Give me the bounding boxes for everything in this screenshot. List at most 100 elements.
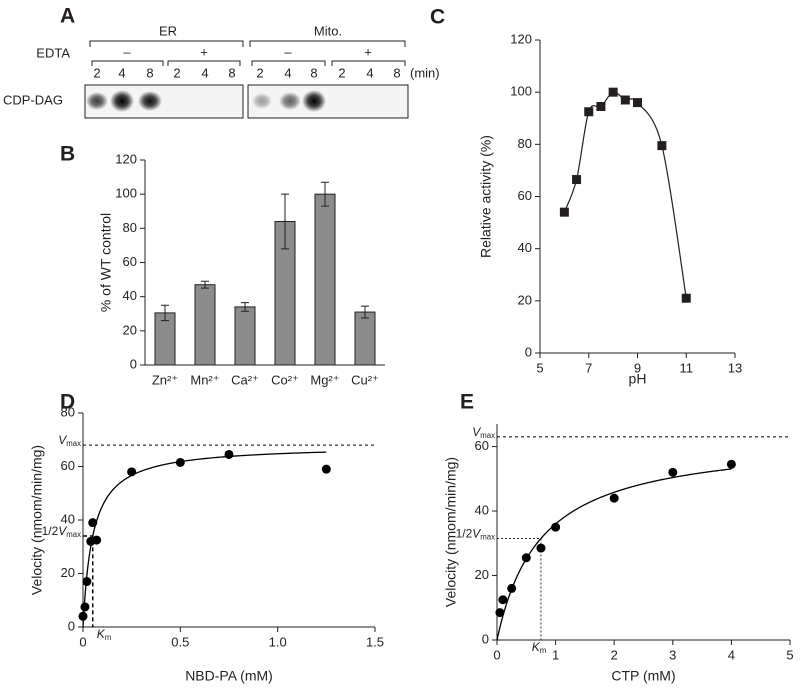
point bbox=[507, 583, 517, 593]
annotation-sub: max bbox=[480, 431, 495, 440]
annotation-italic: V bbox=[58, 524, 67, 538]
edta-state: + bbox=[200, 44, 208, 59]
marker bbox=[657, 141, 667, 151]
marker bbox=[572, 175, 582, 185]
x-tick-label: 4 bbox=[728, 647, 735, 662]
x-tick-label: 0.5 bbox=[171, 634, 189, 649]
time-label: 8 bbox=[146, 65, 153, 80]
annotation-italic: K bbox=[97, 627, 106, 641]
x-tick-label: 3 bbox=[669, 647, 676, 662]
point bbox=[92, 535, 102, 545]
x-tick-label: 0 bbox=[79, 634, 86, 649]
y-tick-label: 0 bbox=[482, 631, 489, 646]
point bbox=[536, 543, 546, 553]
annotation-prefix: 1/2 bbox=[42, 524, 59, 538]
band bbox=[86, 92, 108, 110]
time-label: 2 bbox=[173, 65, 180, 80]
y-tick-label: 60 bbox=[123, 254, 137, 269]
marker bbox=[633, 98, 642, 108]
band bbox=[252, 93, 272, 109]
point bbox=[495, 608, 505, 618]
point bbox=[127, 467, 137, 477]
bar bbox=[354, 311, 376, 366]
x-tick-label: 7 bbox=[585, 360, 592, 375]
y-axis-label: Relative activity (%) bbox=[478, 135, 494, 258]
band bbox=[279, 92, 301, 110]
marker bbox=[681, 293, 691, 303]
annotation: 1/2Vmax bbox=[456, 527, 496, 542]
annotation-sub: max bbox=[66, 530, 81, 539]
x-tick-label: 1 bbox=[552, 647, 559, 662]
annotation-italic: K bbox=[532, 640, 541, 654]
annotation-sub: max bbox=[66, 439, 81, 448]
y-tick-label: 40 bbox=[518, 240, 532, 255]
y-axis-label: Velocity (nmom/min/mg) bbox=[443, 457, 459, 607]
marker bbox=[620, 95, 630, 105]
x-tick-label: Ca²⁺ bbox=[231, 372, 259, 387]
band bbox=[138, 91, 162, 111]
bar bbox=[194, 284, 216, 366]
panel-label: B bbox=[60, 143, 75, 166]
y-tick-label: 40 bbox=[475, 502, 489, 517]
time-unit: (min) bbox=[410, 65, 440, 80]
y-tick-label: 20 bbox=[475, 567, 489, 582]
y-tick-label: 20 bbox=[61, 565, 75, 580]
x-tick-label: 1.5 bbox=[366, 634, 384, 649]
y-tick-label: 80 bbox=[61, 404, 75, 419]
fit-curve bbox=[496, 468, 732, 641]
time-label: 8 bbox=[393, 65, 400, 80]
point bbox=[82, 577, 92, 587]
marker bbox=[596, 102, 606, 112]
bar bbox=[314, 193, 336, 366]
annotation-sub: m bbox=[540, 646, 547, 655]
y-axis-label: Velocity (nmom/min/mg) bbox=[29, 445, 45, 595]
y-tick-label: 100 bbox=[510, 84, 532, 99]
x-tick-label: Zn²⁺ bbox=[152, 372, 178, 387]
point bbox=[498, 595, 508, 605]
marker bbox=[559, 207, 569, 217]
error-bar bbox=[241, 302, 249, 312]
time-label: 2 bbox=[256, 65, 263, 80]
error-bar bbox=[161, 304, 169, 322]
x-tick-label: 5 bbox=[536, 360, 543, 375]
x-tick-label: 1.0 bbox=[269, 634, 287, 649]
line bbox=[563, 91, 687, 299]
group-label: Mito. bbox=[314, 23, 342, 38]
point bbox=[88, 518, 98, 528]
x-tick-label: 0 bbox=[493, 647, 500, 662]
y-tick-label: 120 bbox=[510, 31, 532, 46]
y-tick-label: 20 bbox=[123, 322, 137, 337]
x-tick-label: 9 bbox=[634, 360, 641, 375]
point bbox=[224, 449, 234, 459]
time-labels: 2 4 8 2 4 8 2 4 8 2 4 8 bbox=[93, 65, 400, 80]
row-label: CDP-DAG bbox=[3, 92, 63, 107]
marker bbox=[584, 107, 594, 117]
x-axis-label: pH bbox=[629, 371, 647, 387]
y-tick-label: 60 bbox=[518, 188, 532, 203]
annotation-prefix: 1/2 bbox=[456, 527, 473, 541]
point bbox=[551, 522, 561, 532]
edta-label: EDTA bbox=[36, 45, 70, 60]
time-label: 4 bbox=[366, 65, 373, 80]
time-label: 2 bbox=[93, 65, 100, 80]
annotation: 1/2Vmax bbox=[42, 524, 82, 539]
x-tick-label: Mg²⁺ bbox=[310, 372, 339, 387]
y-tick-label: 40 bbox=[61, 511, 75, 526]
time-label: 8 bbox=[228, 65, 235, 80]
y-tick-label: 0 bbox=[68, 618, 75, 633]
point bbox=[80, 602, 90, 612]
annotation: Km bbox=[532, 640, 547, 655]
group-label: ER bbox=[159, 23, 177, 38]
band bbox=[302, 90, 326, 112]
bracket bbox=[89, 40, 406, 47]
y-tick-label: 120 bbox=[115, 151, 137, 166]
point bbox=[726, 459, 736, 469]
point bbox=[78, 611, 88, 621]
error-bar bbox=[361, 305, 369, 319]
x-tick-label: 5 bbox=[786, 647, 793, 662]
x-tick-label: Mn²⁺ bbox=[190, 372, 219, 387]
panel-label: C bbox=[430, 6, 445, 29]
y-axis-label: % of WT control bbox=[98, 213, 114, 312]
annotation-italic: V bbox=[472, 527, 481, 541]
y-tick-label: 40 bbox=[123, 288, 137, 303]
